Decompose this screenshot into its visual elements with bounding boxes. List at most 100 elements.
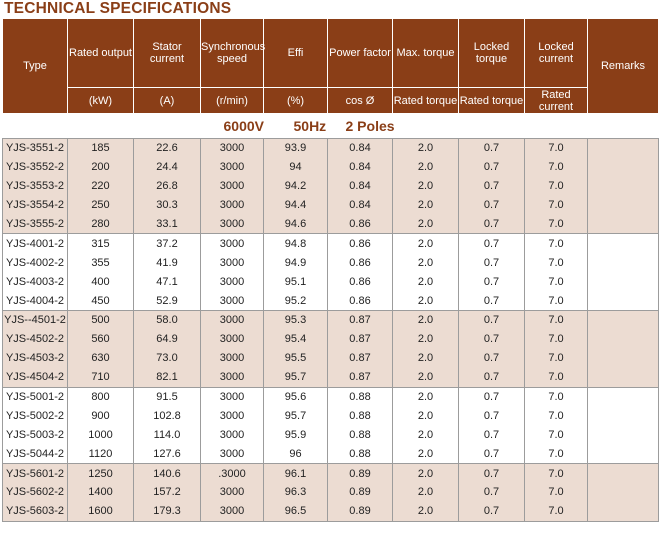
cell-rated-output: 450 — [67, 291, 134, 311]
cell-remarks — [587, 367, 659, 388]
cell-power-factor: 0.84 — [327, 137, 393, 158]
cell-type: YJS-5001-2 — [2, 386, 68, 407]
cell-locked-torque: 0.7 — [458, 253, 525, 273]
cell-sync-speed: 3000 — [200, 406, 264, 426]
cell-power-factor: 0.87 — [327, 329, 393, 349]
cell-stator-current: 37.2 — [133, 233, 201, 254]
cell-power-factor: 0.84 — [327, 176, 393, 196]
cell-type: YJS-5602-2 — [2, 483, 68, 502]
cell-locked-current: 7.0 — [524, 272, 588, 292]
cell-locked-current: 7.0 — [524, 348, 588, 368]
cell-type: YJS-5603-2 — [2, 501, 68, 522]
cell-effi: 95.6 — [263, 386, 328, 407]
cell-effi: 95.3 — [263, 310, 328, 330]
cell-locked-current: 7.0 — [524, 463, 588, 484]
col-header-locked-current: Locked current — [524, 18, 588, 88]
table-row: YJS-4503-2 630 73.0 3000 95.5 0.87 2.0 0.7 7.0 — [2, 348, 659, 368]
cell-effi: 95.1 — [263, 272, 328, 292]
cell-stator-current: 127.6 — [133, 444, 201, 464]
cell-sync-speed: 3000 — [200, 310, 264, 330]
cell-type: YJS-4504-2 — [2, 367, 68, 388]
table-row: YJS-3552-2 200 24.4 3000 94 0.84 2.0 0.7 7.0 — [2, 157, 659, 177]
cell-type: YJS-4003-2 — [2, 272, 68, 292]
table-row: YJS-5001-2 800 91.5 3000 95.6 0.88 2.0 0.7 7.0 — [2, 386, 659, 407]
cell-locked-torque: 0.7 — [458, 291, 525, 311]
cell-rated-output: 1250 — [67, 463, 134, 484]
table-body: 6000V 50Hz 2 Poles YJS-3551-2 185 22.6 3000… — [2, 113, 659, 522]
cell-stator-current: 82.1 — [133, 367, 201, 388]
cell-sync-speed: 3000 — [200, 253, 264, 273]
cell-remarks — [587, 348, 659, 368]
table-row: YJS-5603-2 1600 179.3 3000 96.5 0.89 2.0 0.7 7.0 — [2, 501, 659, 522]
cell-locked-torque: 0.7 — [458, 425, 525, 445]
table-row: YJS-5602-2 1400 157.2 3000 96.3 0.89 2.0 0.7 7.0 — [2, 483, 659, 502]
cell-stator-current: 52.9 — [133, 291, 201, 311]
cell-power-factor: 0.89 — [327, 463, 393, 484]
cell-stator-current: 41.9 — [133, 253, 201, 273]
cell-rated-output: 1400 — [67, 483, 134, 502]
cell-remarks — [587, 463, 659, 484]
table-row: YJS-3554-2 250 30.3 3000 94.4 0.84 2.0 0.7 7.0 — [2, 195, 659, 215]
cell-max-torque: 2.0 — [392, 272, 459, 292]
cell-stator-current: 179.3 — [133, 501, 201, 522]
cell-rated-output: 710 — [67, 367, 134, 388]
cell-type: YJS-3554-2 — [2, 195, 68, 215]
cell-effi: 93.9 — [263, 137, 328, 158]
cell-remarks — [587, 425, 659, 445]
cell-locked-torque: 0.7 — [458, 367, 525, 388]
table-row: YJS-4504-2 710 82.1 3000 95.7 0.87 2.0 0.7 7.0 — [2, 367, 659, 388]
cell-locked-current: 7.0 — [524, 176, 588, 196]
cell-power-factor: 0.88 — [327, 386, 393, 407]
cell-remarks — [587, 406, 659, 426]
cell-sync-speed: 3000 — [200, 444, 264, 464]
cell-power-factor: 0.87 — [327, 310, 393, 330]
table-row: YJS-5044-2 1120 127.6 3000 96 0.88 2.0 0.7 7.0 — [2, 444, 659, 464]
cell-effi: 95.9 — [263, 425, 328, 445]
cell-effi: 94.4 — [263, 195, 328, 215]
cell-stator-current: 26.8 — [133, 176, 201, 196]
cell-effi: 96 — [263, 444, 328, 464]
cell-max-torque: 2.0 — [392, 425, 459, 445]
cell-max-torque: 2.0 — [392, 463, 459, 484]
cell-locked-torque: 0.7 — [458, 348, 525, 368]
table-row: YJS-3553-2 220 26.8 3000 94.2 0.84 2.0 0.7 7.0 — [2, 176, 659, 196]
cell-remarks — [587, 253, 659, 273]
cell-power-factor: 0.88 — [327, 444, 393, 464]
cell-effi: 95.7 — [263, 406, 328, 426]
table-row: YJS-4001-2 315 37.2 3000 94.8 0.86 2.0 0.7 7.0 — [2, 233, 659, 254]
cell-sync-speed: 3000 — [200, 425, 264, 445]
cell-stator-current: 24.4 — [133, 157, 201, 177]
cell-type: YJS-4002-2 — [2, 253, 68, 273]
cell-max-torque: 2.0 — [392, 157, 459, 177]
cell-locked-torque: 0.7 — [458, 406, 525, 426]
cell-type: YJS-3552-2 — [2, 157, 68, 177]
cell-remarks — [587, 386, 659, 407]
table-row: YJS--4501-2 500 58.0 3000 95.3 0.87 2.0 0.7 7.0 — [2, 310, 659, 330]
cell-type: YJS-3551-2 — [2, 137, 68, 158]
unit-rated-output: (kW) — [67, 87, 134, 114]
cell-power-factor: 0.89 — [327, 483, 393, 502]
cell-max-torque: 2.0 — [392, 291, 459, 311]
cell-rated-output: 1600 — [67, 501, 134, 522]
voltage-row: 6000V 50Hz 2 Poles — [2, 113, 659, 139]
cell-locked-torque: 0.7 — [458, 176, 525, 196]
cell-sync-speed: 3000 — [200, 233, 264, 254]
unit-effi: (%) — [263, 87, 328, 114]
cell-locked-torque: 0.7 — [458, 463, 525, 484]
cell-locked-torque: 0.7 — [458, 501, 525, 522]
cell-locked-current: 7.0 — [524, 253, 588, 273]
cell-rated-output: 355 — [67, 253, 134, 273]
table-row: YJS-4002-2 355 41.9 3000 94.9 0.86 2.0 0.7 7.0 — [2, 253, 659, 273]
cell-sync-speed: 3000 — [200, 386, 264, 407]
table-row: YJS-4004-2 450 52.9 3000 95.2 0.86 2.0 0.7 7.0 — [2, 291, 659, 311]
cell-remarks — [587, 291, 659, 311]
cell-effi: 94.2 — [263, 176, 328, 196]
cell-sync-speed: 3000 — [200, 483, 264, 502]
cell-rated-output: 900 — [67, 406, 134, 426]
table-header: Type Rated output Stator current Synchro… — [2, 18, 659, 114]
unit-sync-speed: (r/min) — [200, 87, 264, 114]
col-header-remarks: Remarks — [587, 18, 659, 114]
cell-power-factor: 0.89 — [327, 501, 393, 522]
cell-locked-torque: 0.7 — [458, 195, 525, 215]
cell-locked-torque: 0.7 — [458, 214, 525, 234]
